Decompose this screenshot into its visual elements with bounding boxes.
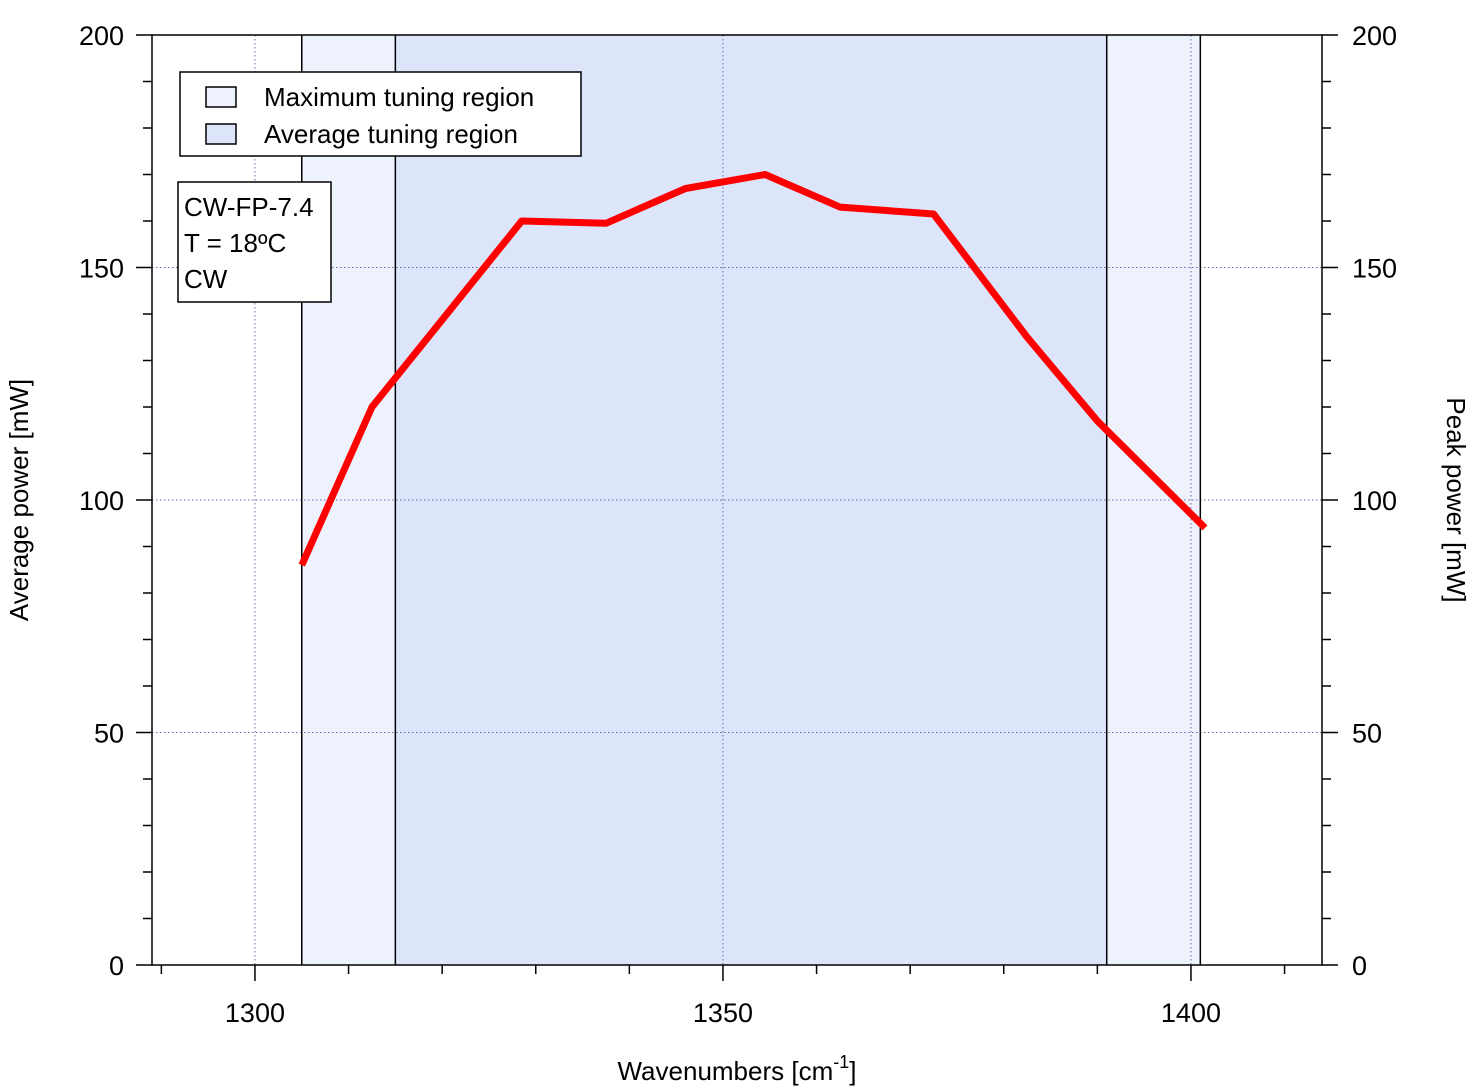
- y-axis-title: Average power [mW]: [4, 379, 34, 621]
- y-tick-label: 50: [94, 719, 124, 749]
- y2-axis-title: Peak power [mW]: [1441, 397, 1471, 602]
- x-axis-title-main: Wavenumbers [cm: [617, 1056, 833, 1086]
- y2-tick-label: 100: [1352, 486, 1397, 516]
- legend-swatch-maximum: [205, 86, 237, 108]
- info-annotation: CW-FP-7.4 T = 18ºC CW: [177, 181, 332, 303]
- info-annotation-temperature: T = 18ºC: [184, 228, 286, 258]
- legend: Maximum tuning region Average tuning reg…: [179, 71, 582, 157]
- data-series: [298, 171, 1208, 567]
- x-tick-label: 1300: [225, 998, 285, 1028]
- y-tick-label: 100: [79, 486, 124, 516]
- tuning-region-borders: [301, 35, 1202, 965]
- info-annotation-mode: CW: [184, 264, 228, 294]
- legend-label-average: Average tuning region: [264, 119, 518, 149]
- info-annotation-box: [177, 181, 332, 303]
- y2-tick-label: 150: [1352, 254, 1397, 284]
- y-tick-label: 200: [79, 21, 124, 51]
- x-axis-title-suffix: ]: [849, 1056, 856, 1086]
- legend-swatch-average: [205, 123, 237, 145]
- legend-label-maximum: Maximum tuning region: [264, 82, 534, 112]
- y2-tick-label: 200: [1352, 21, 1397, 51]
- x-axis-title: Wavenumbers [cm-1]: [617, 1052, 856, 1086]
- y2-tick-label: 50: [1352, 719, 1382, 749]
- y2-tick-label: 0: [1352, 951, 1367, 981]
- grid-lines: [152, 35, 1322, 965]
- y-tick-label: 150: [79, 254, 124, 284]
- y-tick-label: 0: [109, 951, 124, 981]
- info-annotation-device: CW-FP-7.4: [184, 192, 314, 222]
- x-axis-title-superscript: -1: [833, 1052, 849, 1072]
- legend-box: [179, 71, 582, 157]
- axis-ticks: [136, 34, 1338, 981]
- axis-tick-labels: 1300 1350 1400 0 0 50 50 100 100 150 150 200 200: [79, 21, 1397, 1028]
- x-tick-label: 1350: [693, 998, 753, 1028]
- x-tick-label: 1400: [1161, 998, 1221, 1028]
